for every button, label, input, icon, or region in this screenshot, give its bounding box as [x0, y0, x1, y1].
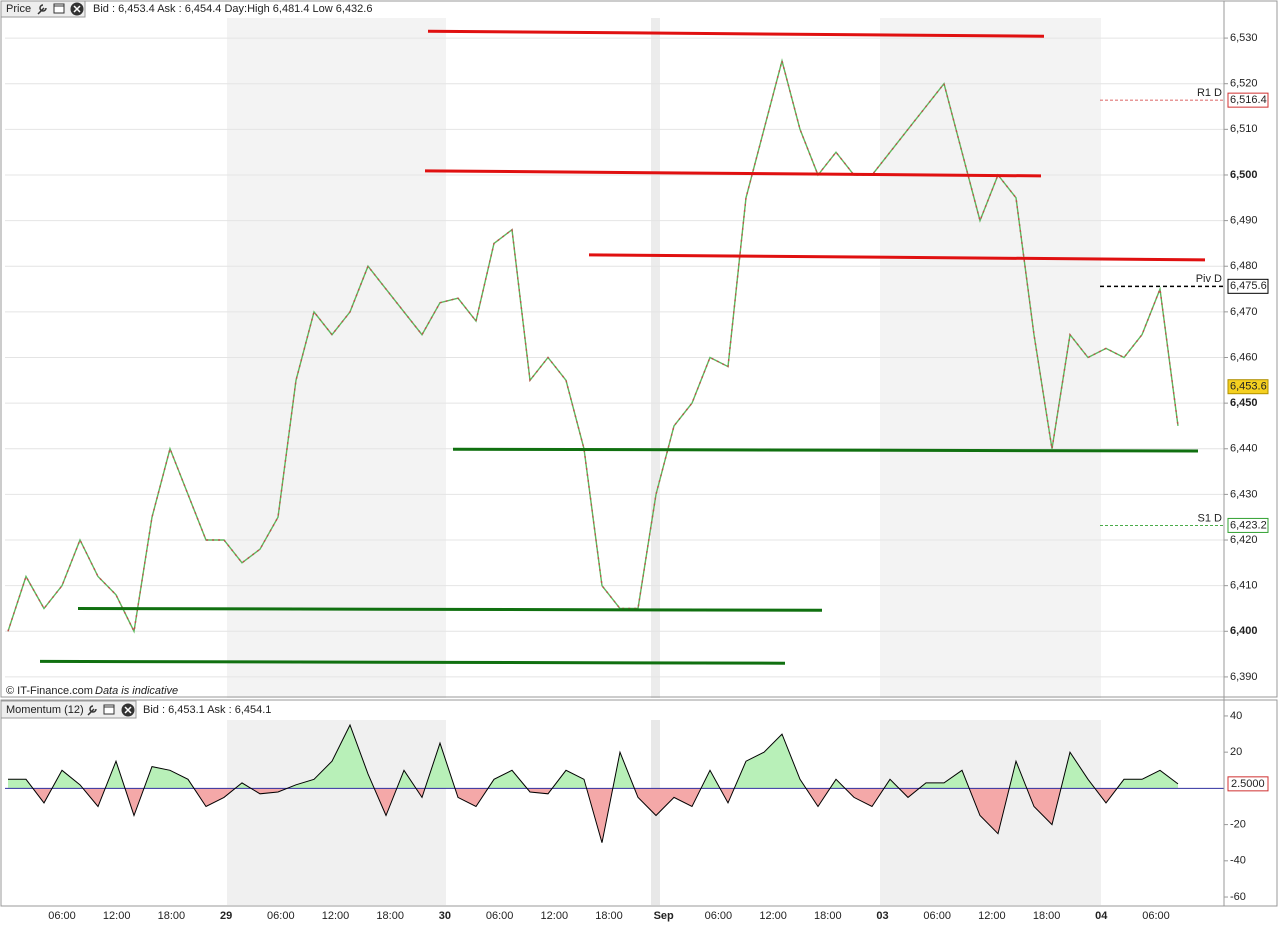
x-tick-label: 29	[220, 910, 232, 922]
x-tick-label: 06:00	[486, 910, 514, 922]
x-tick-label: 18:00	[1033, 910, 1061, 922]
pivot-label: 6,516.4	[1230, 94, 1267, 106]
x-tick-label: 30	[439, 910, 451, 922]
momentum-line	[8, 723, 1179, 843]
panel-header	[0, 700, 137, 719]
y-tick-label: 6,500	[1230, 169, 1258, 181]
trend-line	[588, 253, 1206, 262]
panel-title: Price	[6, 3, 31, 15]
quote: Bid : 6,453.1 Ask : 6,454.1	[143, 704, 271, 716]
area-down	[32, 788, 1118, 843]
trend-line	[427, 29, 1045, 38]
y-tick-label: 6,430	[1230, 488, 1258, 500]
y-tick-label: 6,470	[1230, 306, 1258, 318]
pivot-label: 6,423.2	[1230, 519, 1267, 531]
x-tick-label: 06:00	[267, 910, 295, 922]
x-tick-label: 06:00	[705, 910, 733, 922]
y-tick-label: -60	[1230, 891, 1246, 903]
trend-line	[39, 659, 786, 665]
x-tick-label: Sep	[654, 910, 674, 922]
day-shade	[227, 720, 446, 905]
y-tick-label: 6,490	[1230, 215, 1258, 227]
price-frame	[0, 0, 1278, 698]
last-box	[1227, 776, 1269, 792]
x-tick-label: 18:00	[376, 910, 404, 922]
y-tick-label: 6,460	[1230, 351, 1258, 363]
last-label: 2.5000	[1231, 778, 1265, 790]
x-tick-label: 06:00	[48, 910, 76, 922]
trend-line	[452, 447, 1199, 453]
x-tick-label: 18:00	[595, 910, 623, 922]
x-tick-label: 06:00	[923, 910, 951, 922]
x-tick-label: 12:00	[541, 910, 569, 922]
x-tick-label: 12:00	[978, 910, 1006, 922]
x-tick-label: 03	[876, 910, 888, 922]
pivot-name: Piv D	[1196, 273, 1222, 285]
panel-title: Momentum (12)	[6, 704, 84, 716]
y-tick-label: 6,480	[1230, 260, 1258, 272]
y-tick-label: 40	[1230, 710, 1242, 722]
y-tick-label: 6,510	[1230, 123, 1258, 135]
last-box	[1227, 379, 1269, 395]
pivot-label: 6,475.6	[1230, 280, 1267, 292]
pivot-box	[1227, 517, 1269, 533]
pivot-box	[1227, 92, 1269, 108]
trend-line	[77, 606, 823, 612]
pivot-name: S1 D	[1198, 512, 1223, 524]
quote: Bid : 6,453.4 Ask : 6,454.4 Day:High 6,4…	[93, 3, 372, 15]
x-tick-label: 06:00	[1142, 910, 1170, 922]
y-tick-label: 6,390	[1230, 671, 1258, 683]
y-tick-label: 6,440	[1230, 443, 1258, 455]
x-tick-label: 04	[1095, 910, 1108, 922]
y-tick-label: 6,450	[1230, 397, 1258, 409]
momentum-frame	[0, 699, 1278, 907]
x-tick-label: 12:00	[103, 910, 131, 922]
x-tick-label: 18:00	[158, 910, 186, 922]
last-label: 6,453.6	[1230, 381, 1267, 393]
pivot-box	[1227, 278, 1269, 294]
y-tick-label: -20	[1230, 819, 1246, 831]
x-tick-label: 12:00	[322, 910, 350, 922]
x-tick-label: 12:00	[759, 910, 787, 922]
y-tick-label: 6,520	[1230, 78, 1258, 90]
panel-icons[interactable]	[87, 703, 135, 717]
disclaimer: Data is indicative	[95, 685, 178, 697]
price-line-down	[7, 58, 1179, 634]
pivot-name: R1 D	[1197, 87, 1222, 99]
y-tick-label: -40	[1230, 855, 1246, 867]
y-tick-label: 20	[1230, 746, 1242, 758]
y-tick-label: 6,410	[1230, 580, 1258, 592]
y-tick-label: 6,400	[1230, 625, 1258, 637]
x-tick-label: 18:00	[814, 910, 842, 922]
y-tick-label: 6,530	[1230, 32, 1258, 44]
credit: © IT-Finance.com	[6, 685, 93, 697]
trend-line	[424, 169, 1042, 178]
panel-icons[interactable]	[37, 2, 84, 16]
y-tick-label: 6,420	[1230, 534, 1258, 546]
